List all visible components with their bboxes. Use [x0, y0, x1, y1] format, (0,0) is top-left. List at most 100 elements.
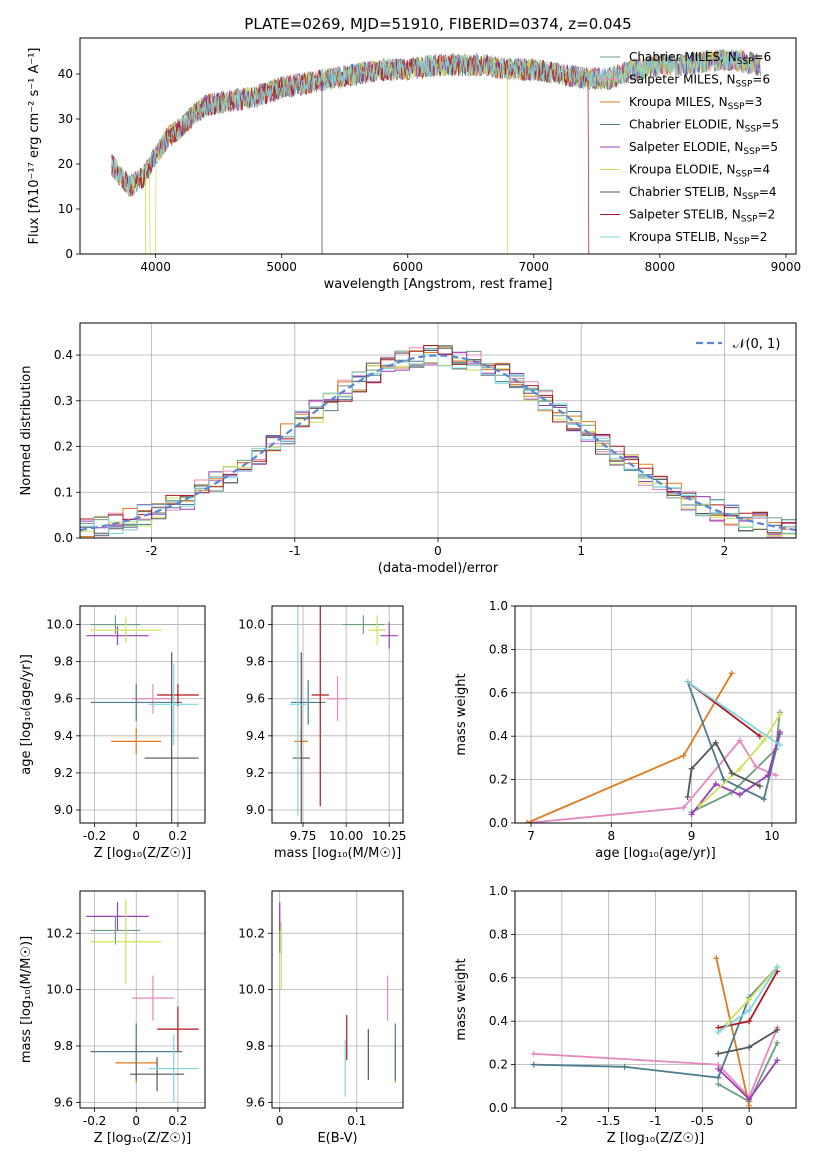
errorbar-point-3	[90, 683, 183, 721]
y-tick-label: 0.2	[489, 1058, 508, 1072]
x-tick-label: -1.5	[597, 1114, 620, 1128]
y-tick-label: 0.2	[54, 440, 73, 454]
errorbar-point-7	[157, 683, 199, 707]
weight-marker	[774, 1039, 781, 1046]
x-tick-label: 8000	[645, 260, 676, 274]
errorbar-point-8	[289, 606, 307, 816]
x-tick-label: 7000	[519, 260, 550, 274]
axes-frame	[514, 890, 797, 1109]
x-tick-label: 9000	[771, 260, 802, 274]
weight-marker	[728, 670, 735, 677]
legend-entry-4: Salpeter ELODIE, NSSP=5	[629, 140, 778, 157]
panel-weight-vs-Z: -2 -1.5 -1 -0.5 0 0.0 0.2 0.4 0.6 0.8 1.0 Z [log₁₀(…	[454, 884, 797, 1146]
plot-area	[80, 345, 796, 538]
y-axis-label: Normed distribution	[19, 366, 34, 496]
x-tick-label: 0	[745, 1114, 753, 1128]
x-axis-label: mass [log₁₀(M/M☉)]	[274, 846, 401, 861]
weight-marker	[756, 733, 763, 740]
y-tick-label: 0.8	[489, 927, 508, 941]
normal-curve	[80, 354, 796, 532]
weight-marker	[760, 796, 767, 803]
y-tick-label: 0.0	[54, 531, 73, 545]
y-axis-label: age [log₁₀(age/yr)]	[19, 654, 34, 775]
errorbar-point-5	[90, 617, 162, 644]
y-tick-label: 0.4	[54, 348, 73, 362]
y-axis-label: mass weight	[454, 958, 469, 1040]
x-tick-label: -0.2	[83, 829, 106, 843]
x-axis-label: wavelength [Angstrom, rest frame]	[324, 277, 553, 292]
errorbar-point-3	[90, 1023, 183, 1080]
legend-entry-2: Kroupa MILES, NSSP=3	[629, 95, 762, 112]
x-tick-label: 0.2	[168, 829, 187, 843]
weight-line-5	[699, 714, 781, 807]
plot-area	[86, 615, 199, 823]
plot-area	[530, 955, 781, 1108]
grid-lines	[80, 891, 205, 1108]
histogram-7	[80, 345, 796, 534]
y-tick-label: 9.6	[246, 692, 265, 706]
x-tick-label: -2	[556, 1114, 568, 1128]
weight-line-2	[526, 672, 733, 823]
legend-entry-3: Chabrier ELODIE, NSSP=5	[629, 118, 779, 135]
y-tick-label: 10.2	[46, 926, 73, 940]
y-tick-label: 9.6	[54, 1095, 73, 1109]
legend: Chabrier MILES, NSSP=6 Salpeter MILES, NS…	[600, 50, 779, 247]
errorbar-point-1	[327, 676, 348, 721]
y-tick-label: 1.0	[489, 599, 508, 613]
errorbar-point-1	[132, 975, 174, 1021]
errorbar-point-8	[148, 663, 199, 746]
y-tick-label: 10	[58, 202, 73, 216]
grid-lines	[80, 606, 205, 823]
errorbar-point-5	[368, 615, 386, 645]
x-tick-label: 0	[132, 1114, 140, 1128]
weight-marker	[715, 1081, 722, 1088]
weight-marker	[746, 996, 753, 1003]
errorbar-point-6	[130, 1057, 185, 1092]
x-tick-label: 9.75	[290, 829, 317, 843]
x-tick-label: 1	[577, 544, 585, 558]
panel-spectrum: 4000 5000 6000 7000 8000 9000 0 10 20 30 40 wavelen…	[27, 37, 802, 292]
weight-marker	[621, 1063, 628, 1070]
y-tick-label: 0.0	[489, 1101, 508, 1115]
y-tick-label: 9.0	[246, 803, 265, 817]
weight-marker	[772, 772, 779, 779]
weight-marker	[696, 802, 703, 809]
weight-line-0	[691, 712, 781, 813]
plot-area	[111, 48, 761, 254]
weight-line-3	[686, 681, 781, 801]
weight-line-2	[715, 958, 751, 1106]
y-tick-label: 0.2	[489, 773, 508, 787]
weight-marker	[715, 1074, 722, 1081]
y-tick-label: 0.3	[54, 394, 73, 408]
y-axis-label: Flux [fλ10⁻¹⁷ erg cm⁻² s⁻¹ A⁻¹]	[27, 48, 42, 245]
y-tick-label: 10.0	[238, 983, 265, 997]
y-tick-label: 0.6	[489, 686, 508, 700]
weight-line-1	[526, 738, 777, 823]
weight-marker	[688, 811, 695, 818]
weight-marker	[530, 1061, 537, 1068]
y-tick-label: 0.0	[489, 816, 508, 830]
y-tick-label: 0.4	[489, 1014, 508, 1028]
weight-marker	[688, 765, 695, 772]
x-tick-label: -1	[650, 1114, 662, 1128]
y-tick-label: 10.0	[46, 983, 73, 997]
y-tick-label: 30	[58, 112, 73, 126]
axes-frame	[271, 890, 404, 1109]
weight-marker	[713, 955, 720, 962]
x-axis-label: Z [log₁₀(Z/Z☉)]	[607, 1131, 704, 1146]
grid-lines	[272, 891, 403, 1108]
spectrum-line-8	[111, 49, 761, 196]
grid-lines	[515, 605, 796, 824]
weight-marker	[680, 752, 687, 759]
weight-marker	[684, 793, 691, 800]
panel-age-vs-Z: -0.2 0 0.2 9.0 9.2 9.4 9.6 9.8 10.0 Z [log₁₀(Z/Z☉…	[19, 605, 206, 861]
x-axis-label: E(B-V)	[317, 1131, 357, 1146]
plot-area	[279, 902, 396, 1097]
errorbar-point-4	[86, 902, 149, 931]
weight-marker	[720, 776, 727, 783]
legend: 𝒩(0, 1)	[696, 337, 780, 352]
y-tick-label: 9.8	[54, 655, 73, 669]
weight-marker	[715, 1065, 722, 1072]
legend-entry-7: Salpeter STELIB, NSSP=2	[629, 208, 775, 225]
weight-marker	[715, 1050, 722, 1057]
